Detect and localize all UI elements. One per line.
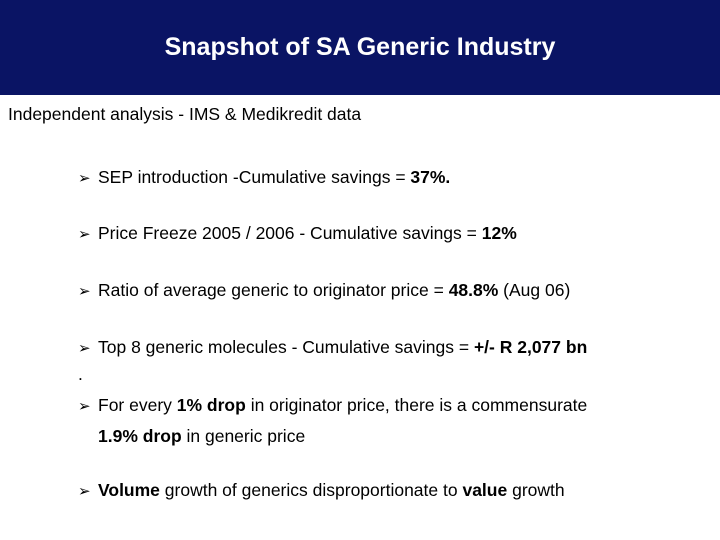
arrow-bullet-icon: ➢ bbox=[78, 482, 91, 500]
bullet-price-ratio: ➢ Ratio of average generic to originator … bbox=[78, 275, 570, 306]
arrow-bullet-icon: ➢ bbox=[78, 225, 91, 243]
slide-subtitle: Independent analysis - IMS & Medikredit … bbox=[8, 104, 362, 124]
arrow-bullet-icon: ➢ bbox=[78, 397, 91, 415]
bullet-top8-molecules: ➢ Top 8 generic molecules - Cumulative sa… bbox=[78, 332, 587, 363]
bullet-continuation: 1.9% drop in generic price bbox=[98, 426, 306, 446]
bullet-price-freeze: ➢ Price Freeze 2005 / 2006 - Cumulative s… bbox=[78, 218, 517, 249]
arrow-bullet-icon: ➢ bbox=[78, 339, 91, 357]
title-bar: Snapshot of SA Generic Industry bbox=[0, 0, 720, 95]
arrow-bullet-icon: ➢ bbox=[78, 169, 91, 187]
slide-title: Snapshot of SA Generic Industry bbox=[164, 33, 556, 61]
arrow-bullet-icon: ➢ bbox=[78, 282, 91, 300]
bullet-sep-savings: ➢ SEP introduction -Cumulative savings = … bbox=[78, 162, 450, 193]
stray-dot: . bbox=[78, 364, 83, 384]
bullet-price-drop: ➢ For every 1% drop in originator price, … bbox=[78, 390, 587, 451]
bullet-volume-growth: ➢ Volume growth of generics disproportion… bbox=[78, 475, 565, 506]
